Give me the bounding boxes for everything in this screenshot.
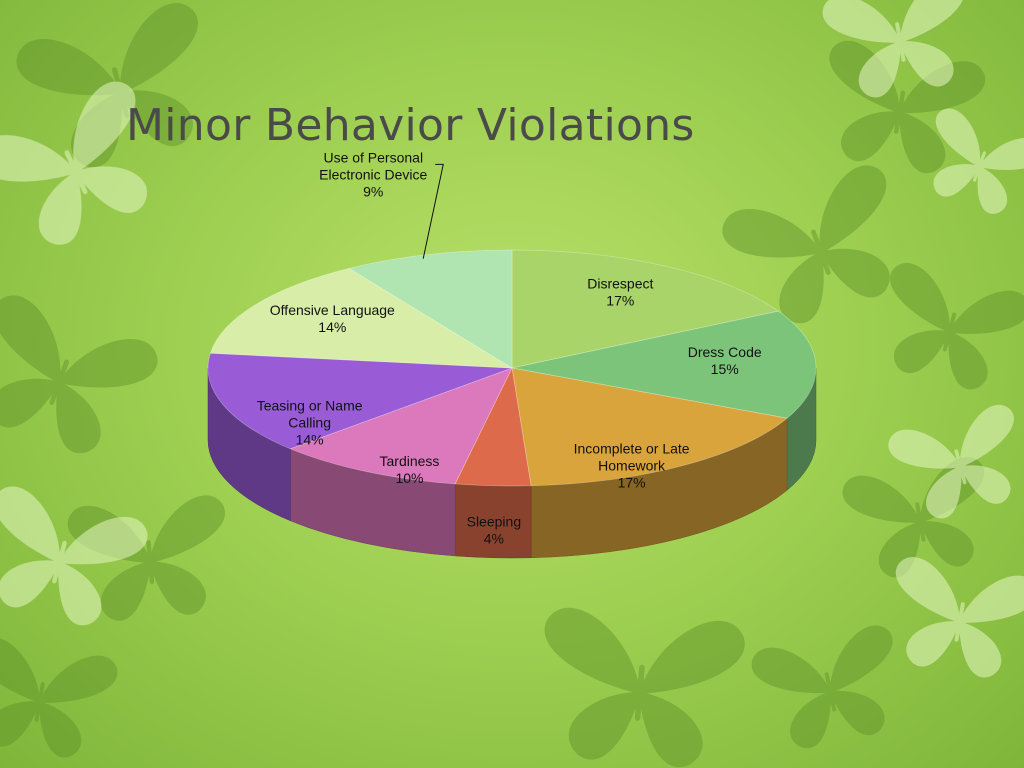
data-label-5-line-2: 14%: [296, 432, 324, 448]
data-label-3-line-1: 4%: [484, 530, 504, 546]
pie-side-walls: [207, 367, 817, 559]
leader-line-7: [422, 163, 444, 259]
pie-slice-3: [454, 366, 532, 487]
data-label-2-line-2: 17%: [618, 474, 646, 490]
pie-slice-5: [207, 352, 513, 450]
data-label-4-line-1: 10%: [395, 470, 423, 486]
data-label-1-line-0: Dress Code: [688, 344, 762, 360]
data-label-0-line-1: 17%: [606, 292, 634, 308]
data-label-7-line-2: 9%: [363, 183, 383, 199]
data-label-0-line-0: Disrespect: [587, 275, 653, 291]
pie-slice-1: [511, 310, 817, 419]
pie-slice-4: [289, 367, 513, 485]
pie-slices: [207, 249, 817, 487]
data-label-7-line-1: Electronic Device: [319, 166, 427, 182]
data-label-3-line-0: Sleeping: [467, 513, 522, 529]
data-label-1-line-1: 15%: [711, 361, 739, 377]
pie-slice-6: [209, 267, 513, 369]
data-label-4-line-0: Tardiness: [380, 453, 440, 469]
data-label-7-line-0: Use of Personal: [323, 149, 423, 165]
pie-slice-0: [511, 249, 780, 369]
pie-slice-7: [348, 249, 513, 369]
data-label-2-line-1: Homework: [598, 457, 666, 473]
data-label-6-line-0: Offensive Language: [270, 302, 395, 318]
data-label-5-line-1: Calling: [288, 415, 331, 431]
data-label-2-line-0: Incomplete or Late: [574, 440, 690, 456]
data-label-6-line-1: 14%: [318, 319, 346, 335]
data-label-5-line-0: Teasing or Name: [257, 398, 363, 414]
slide-title: Minor Behavior Violations: [126, 100, 695, 151]
pie-slice-2: [511, 367, 788, 487]
